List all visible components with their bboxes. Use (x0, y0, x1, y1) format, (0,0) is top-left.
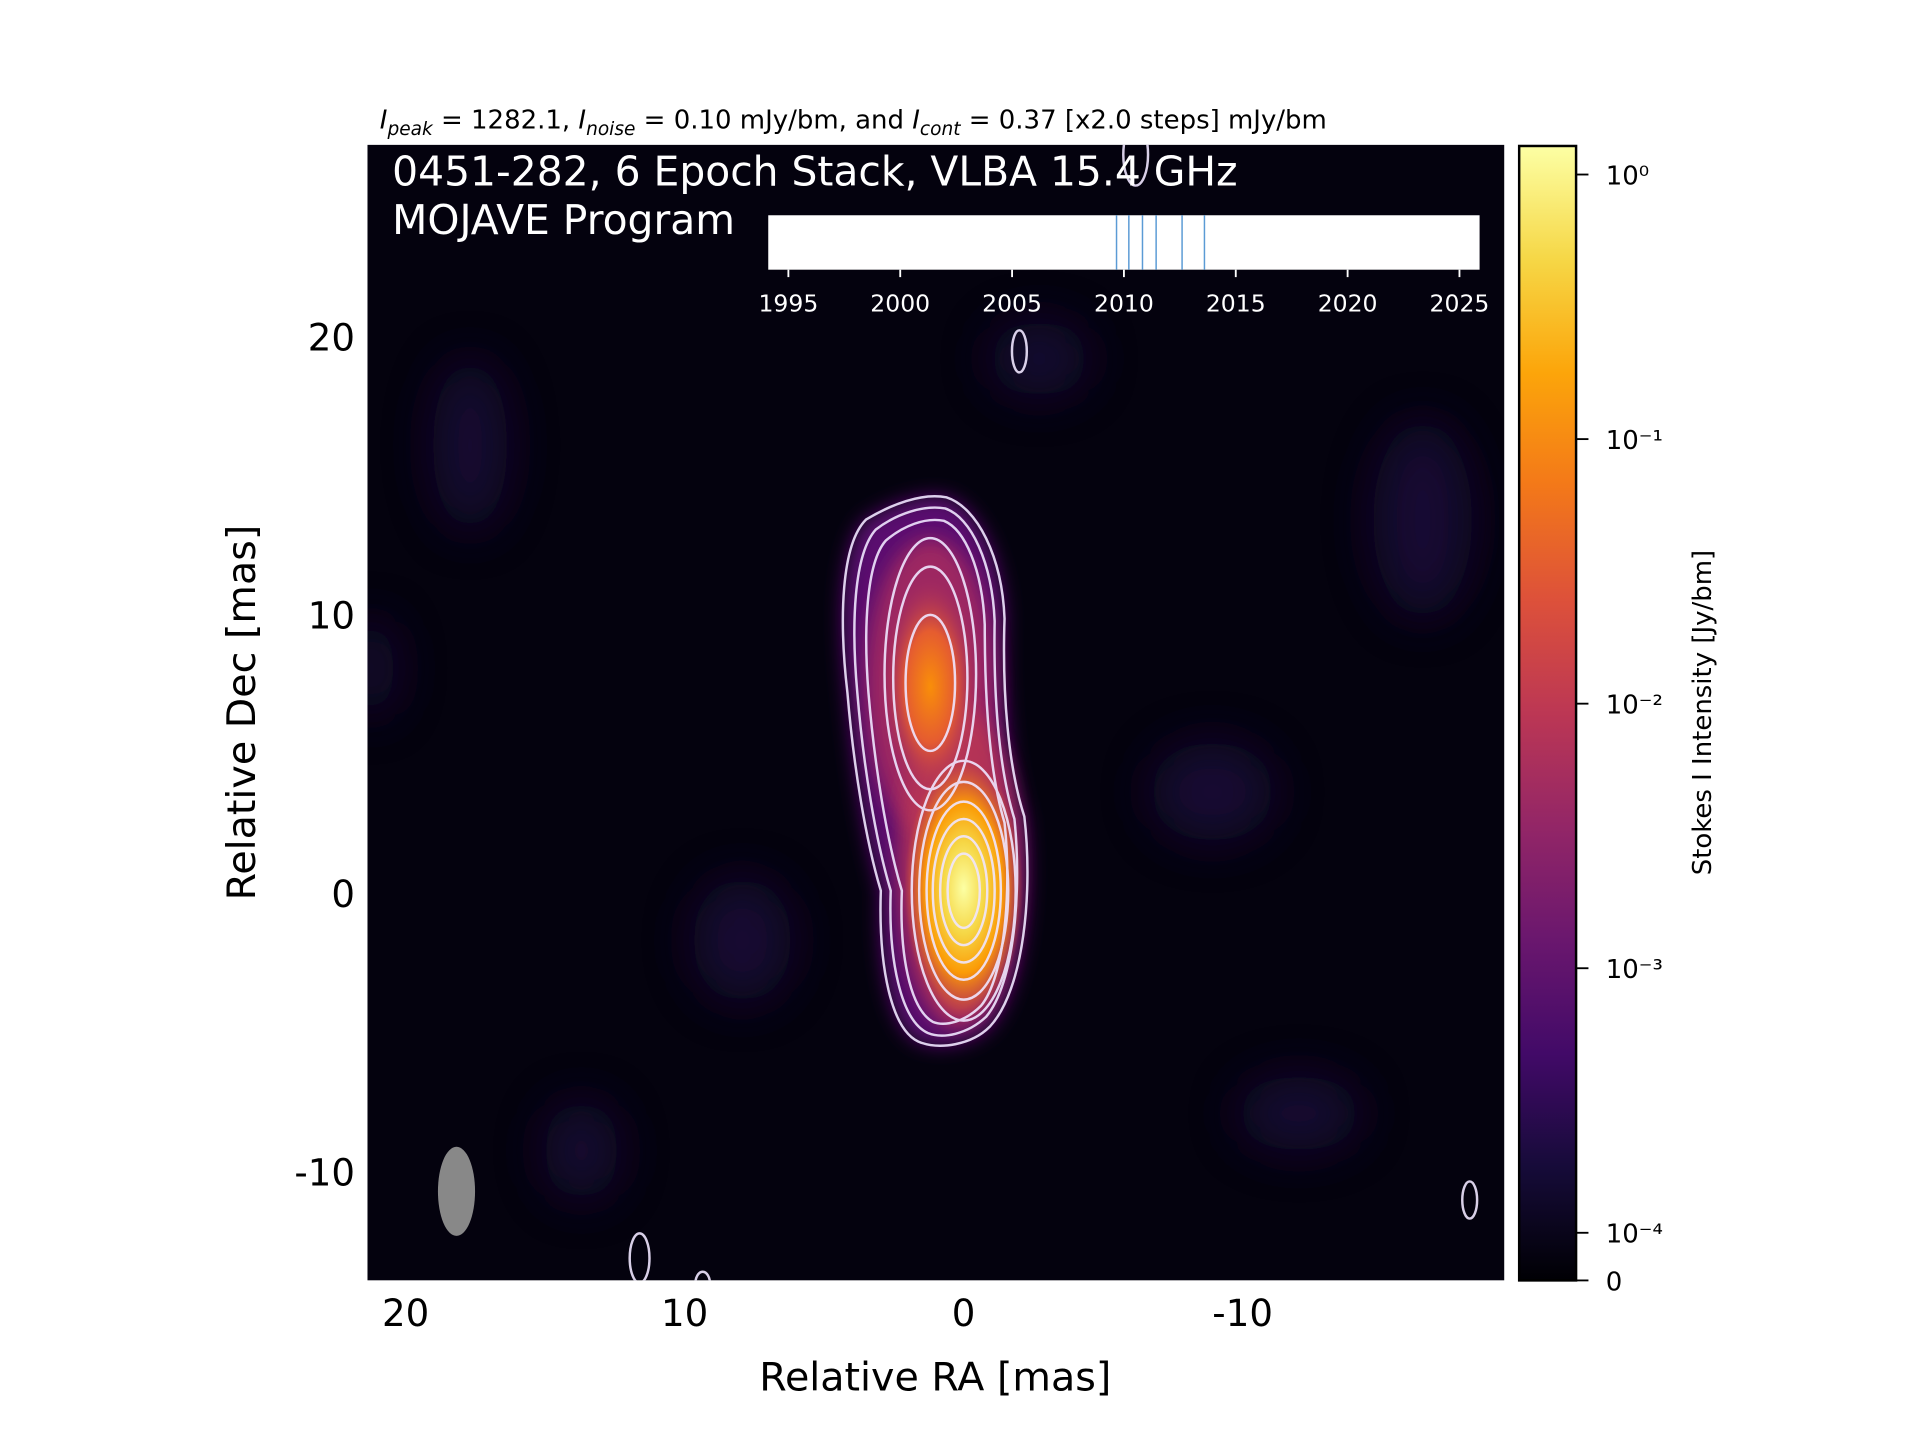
epoch-tick-label: 2000 (870, 290, 930, 318)
x-tick-label: 20 (382, 1292, 429, 1335)
y-tick-label: 0 (331, 873, 355, 916)
beam (437, 1146, 476, 1236)
y-tick-label: 20 (308, 316, 355, 359)
epoch-tick-label: 2005 (982, 290, 1042, 318)
epoch-tick-label: 2015 (1206, 290, 1266, 318)
y-axis-label: Relative Dec [mas] (219, 525, 265, 901)
colorbar-tick-label: 10⁻⁴ (1606, 1220, 1663, 1250)
annotation: MOJAVE Program (392, 196, 735, 244)
x-tick-label: 10 (661, 1292, 708, 1335)
epoch-tick-label: 2020 (1318, 290, 1378, 318)
colorbar-label: Stokes I Intensity [Jy/bm] (1688, 550, 1718, 875)
x-tick-label: -10 (1212, 1292, 1273, 1335)
colorbar-tick-label: 10⁻³ (1606, 955, 1663, 985)
epoch-tick-label: 2010 (1094, 290, 1154, 318)
colorbar-tick-label: 0 (1606, 1267, 1623, 1297)
annotation: 0451-282, 6 Epoch Stack, VLBA 15.4 GHz (392, 148, 1237, 196)
colorbar (1517, 144, 1578, 1282)
y-tick-label: 10 (308, 595, 355, 638)
intensity-map (367, 144, 1505, 1281)
y-tick-label: -10 (294, 1151, 355, 1194)
x-tick-label: 0 (952, 1292, 976, 1335)
x-axis-label: Relative RA [mas] (759, 1355, 1111, 1401)
epoch-inset (768, 215, 1480, 270)
colorbar-tick-label: 10⁻² (1606, 691, 1663, 721)
colorbar-tick-label: 10⁻¹ (1606, 426, 1663, 456)
epoch-tick-label: 1995 (758, 290, 818, 318)
chart-title: Ipeak = 1282.1, Inoise = 0.10 mJy/bm, an… (380, 106, 1327, 140)
colorbar-tick-label: 10⁰ (1606, 161, 1649, 191)
epoch-tick-label: 2025 (1430, 290, 1490, 318)
